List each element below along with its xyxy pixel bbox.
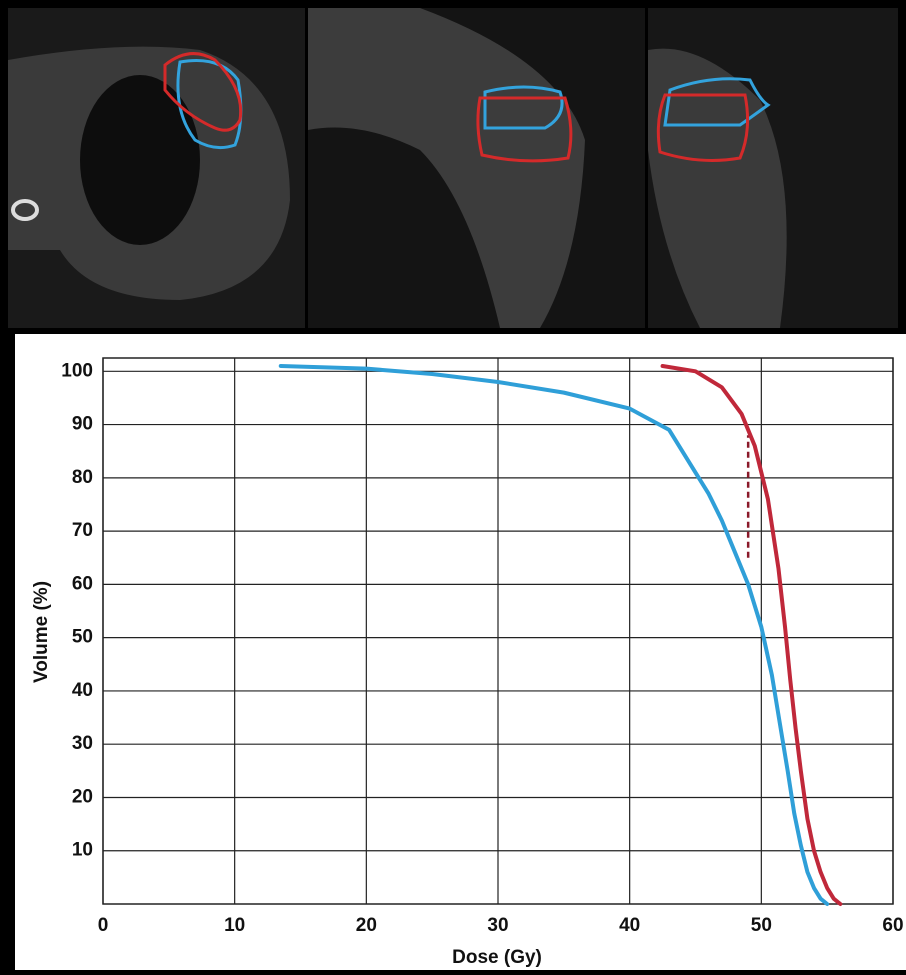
- lung: [80, 75, 200, 245]
- x-axis-label: Dose (Gy): [452, 947, 542, 968]
- x-tick-label: 30: [487, 915, 508, 936]
- x-tick-label: 20: [356, 915, 377, 936]
- x-tick-label: 60: [882, 915, 903, 936]
- y-tick-label: 50: [72, 627, 93, 648]
- y-tick-label: 100: [61, 360, 93, 381]
- y-tick-label: 60: [72, 573, 93, 594]
- x-tick-label: 50: [751, 915, 772, 936]
- y-tick-label: 30: [72, 733, 93, 754]
- y-tick-label: 80: [72, 467, 93, 488]
- y-axis-label: Volume (%): [31, 581, 52, 683]
- y-tick-label: 10: [72, 840, 93, 861]
- ct-panels: [8, 8, 898, 328]
- x-tick-label: 0: [98, 915, 109, 936]
- y-tick-label: 40: [72, 680, 93, 701]
- y-tick-label: 70: [72, 520, 93, 541]
- page: {"chart_data": { "type": "line", "x_labe…: [0, 0, 906, 975]
- x-tick-label: 40: [619, 915, 640, 936]
- y-tick-label: 20: [72, 786, 93, 807]
- x-tick-label: 10: [224, 915, 245, 936]
- chart-background: [15, 334, 906, 970]
- figure: Dose (Gy) Volume (%) 10 20 30 40 50 60 70 80 90 1…: [0, 0, 906, 975]
- y-tick-label: 90: [72, 414, 93, 435]
